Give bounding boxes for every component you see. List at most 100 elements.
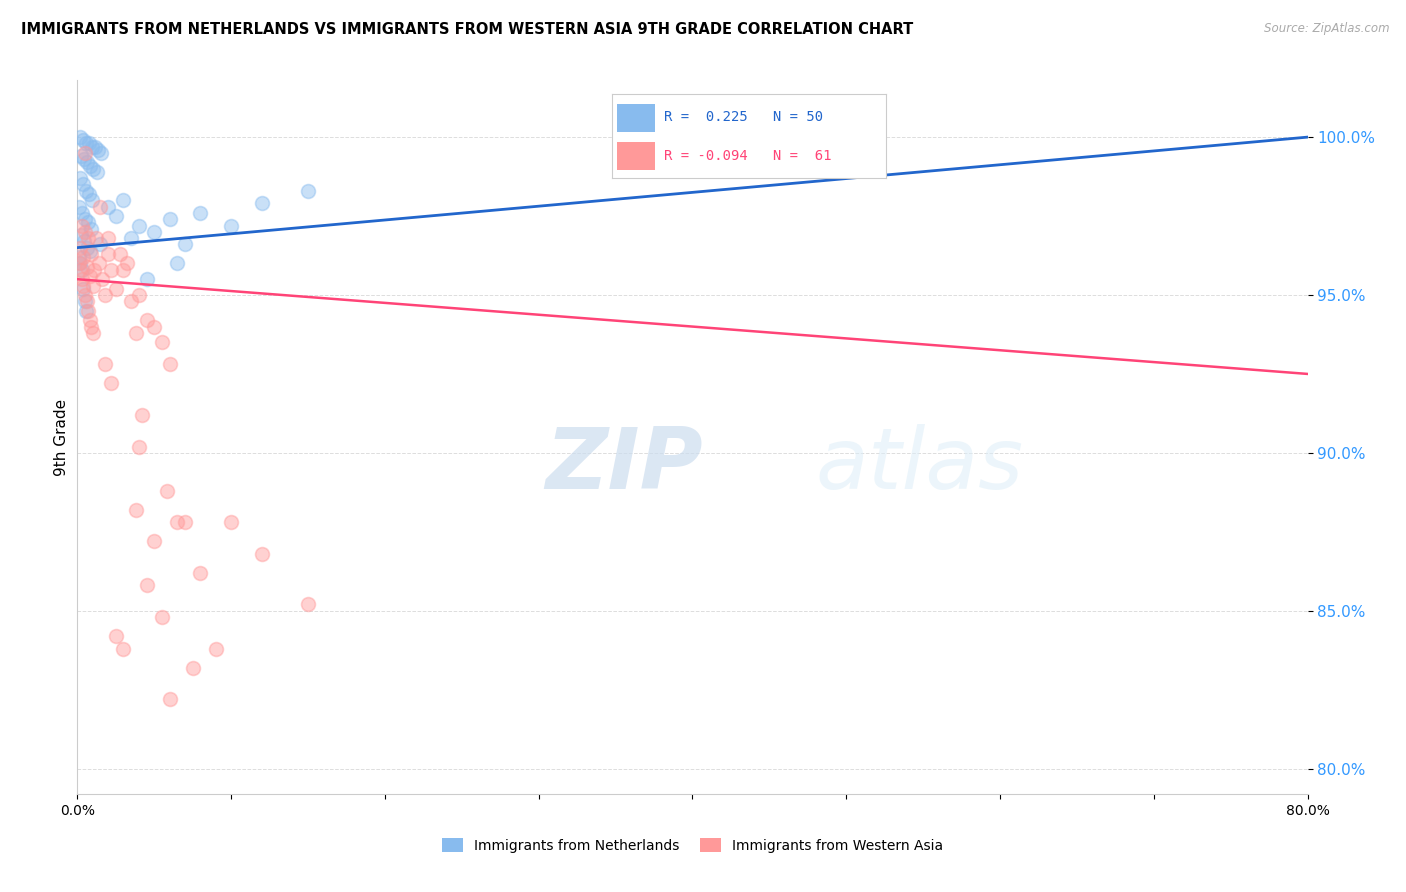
Point bbox=[112, 194, 135, 208]
Point bbox=[89, 200, 111, 214]
Point bbox=[76, 260, 98, 274]
Point bbox=[72, 278, 94, 293]
Point bbox=[104, 209, 127, 223]
Point bbox=[67, 256, 90, 270]
Point bbox=[250, 547, 273, 561]
Point bbox=[75, 184, 97, 198]
Point bbox=[69, 256, 91, 270]
Point bbox=[69, 227, 91, 242]
Point bbox=[70, 219, 93, 233]
Point bbox=[87, 256, 110, 270]
Point bbox=[159, 212, 181, 227]
Point bbox=[73, 145, 96, 160]
Point bbox=[73, 294, 96, 309]
Point bbox=[143, 534, 166, 549]
Text: R =  0.225   N = 50: R = 0.225 N = 50 bbox=[664, 111, 823, 124]
Point bbox=[128, 440, 150, 454]
Point bbox=[72, 282, 94, 296]
Point bbox=[181, 660, 204, 674]
Point bbox=[86, 165, 108, 179]
Point bbox=[115, 256, 138, 270]
Point bbox=[70, 149, 93, 163]
Point bbox=[73, 288, 96, 302]
Point bbox=[159, 358, 181, 372]
Point bbox=[135, 272, 157, 286]
Point bbox=[76, 294, 98, 309]
Point bbox=[69, 171, 91, 186]
Point bbox=[77, 231, 100, 245]
Point bbox=[97, 231, 120, 245]
Point bbox=[73, 235, 96, 249]
Point bbox=[174, 516, 197, 530]
Point bbox=[70, 262, 93, 277]
Point bbox=[69, 241, 91, 255]
Point bbox=[166, 256, 188, 270]
Point bbox=[82, 278, 104, 293]
Point bbox=[70, 272, 93, 286]
Point bbox=[76, 155, 98, 169]
Point bbox=[90, 272, 114, 286]
Point bbox=[250, 196, 273, 211]
Point bbox=[125, 502, 148, 516]
Point bbox=[835, 111, 858, 125]
Point bbox=[188, 206, 212, 220]
Point bbox=[100, 262, 122, 277]
Point bbox=[77, 136, 100, 151]
Point bbox=[67, 250, 90, 264]
Point bbox=[83, 262, 105, 277]
Point bbox=[150, 335, 173, 350]
Point bbox=[174, 237, 197, 252]
Point bbox=[188, 566, 212, 580]
Point bbox=[80, 221, 103, 235]
Point bbox=[80, 319, 103, 334]
Point bbox=[150, 610, 173, 624]
Point bbox=[110, 247, 132, 261]
Point bbox=[73, 152, 96, 166]
Point bbox=[89, 237, 111, 252]
Point bbox=[128, 288, 150, 302]
Point bbox=[120, 294, 142, 309]
Point bbox=[82, 194, 104, 208]
Point bbox=[75, 212, 97, 227]
Point bbox=[79, 159, 101, 173]
Point bbox=[219, 516, 242, 530]
Text: IMMIGRANTS FROM NETHERLANDS VS IMMIGRANTS FROM WESTERN ASIA 9TH GRADE CORRELATIO: IMMIGRANTS FROM NETHERLANDS VS IMMIGRANT… bbox=[21, 22, 914, 37]
Point bbox=[75, 136, 97, 151]
Point bbox=[204, 641, 226, 656]
Point bbox=[72, 133, 94, 147]
Point bbox=[155, 483, 177, 498]
Point bbox=[97, 247, 120, 261]
Point bbox=[90, 145, 112, 160]
Point bbox=[73, 225, 96, 239]
Point bbox=[104, 282, 127, 296]
Point bbox=[143, 319, 166, 334]
Point bbox=[84, 231, 107, 245]
Y-axis label: 9th Grade: 9th Grade bbox=[53, 399, 69, 475]
Point bbox=[100, 376, 122, 391]
Point bbox=[125, 326, 148, 340]
Point bbox=[94, 358, 117, 372]
Legend: Immigrants from Netherlands, Immigrants from Western Asia: Immigrants from Netherlands, Immigrants … bbox=[436, 832, 949, 858]
Point bbox=[67, 200, 90, 214]
Point bbox=[112, 641, 135, 656]
Point bbox=[128, 219, 150, 233]
Text: R = -0.094   N =  61: R = -0.094 N = 61 bbox=[664, 149, 831, 162]
Point bbox=[82, 161, 104, 176]
Point bbox=[82, 326, 104, 340]
Point bbox=[159, 692, 181, 706]
Point bbox=[84, 139, 107, 153]
Point bbox=[69, 130, 91, 145]
Point bbox=[72, 250, 94, 264]
Point bbox=[219, 219, 242, 233]
Point bbox=[69, 262, 91, 277]
Text: Source: ZipAtlas.com: Source: ZipAtlas.com bbox=[1264, 22, 1389, 36]
Bar bbox=[617, 142, 655, 169]
Point bbox=[297, 184, 319, 198]
Point bbox=[80, 139, 103, 153]
Point bbox=[79, 244, 101, 258]
Point bbox=[87, 143, 110, 157]
Point bbox=[104, 629, 127, 643]
Point bbox=[79, 186, 101, 201]
Point bbox=[682, 124, 704, 138]
Point bbox=[297, 598, 319, 612]
